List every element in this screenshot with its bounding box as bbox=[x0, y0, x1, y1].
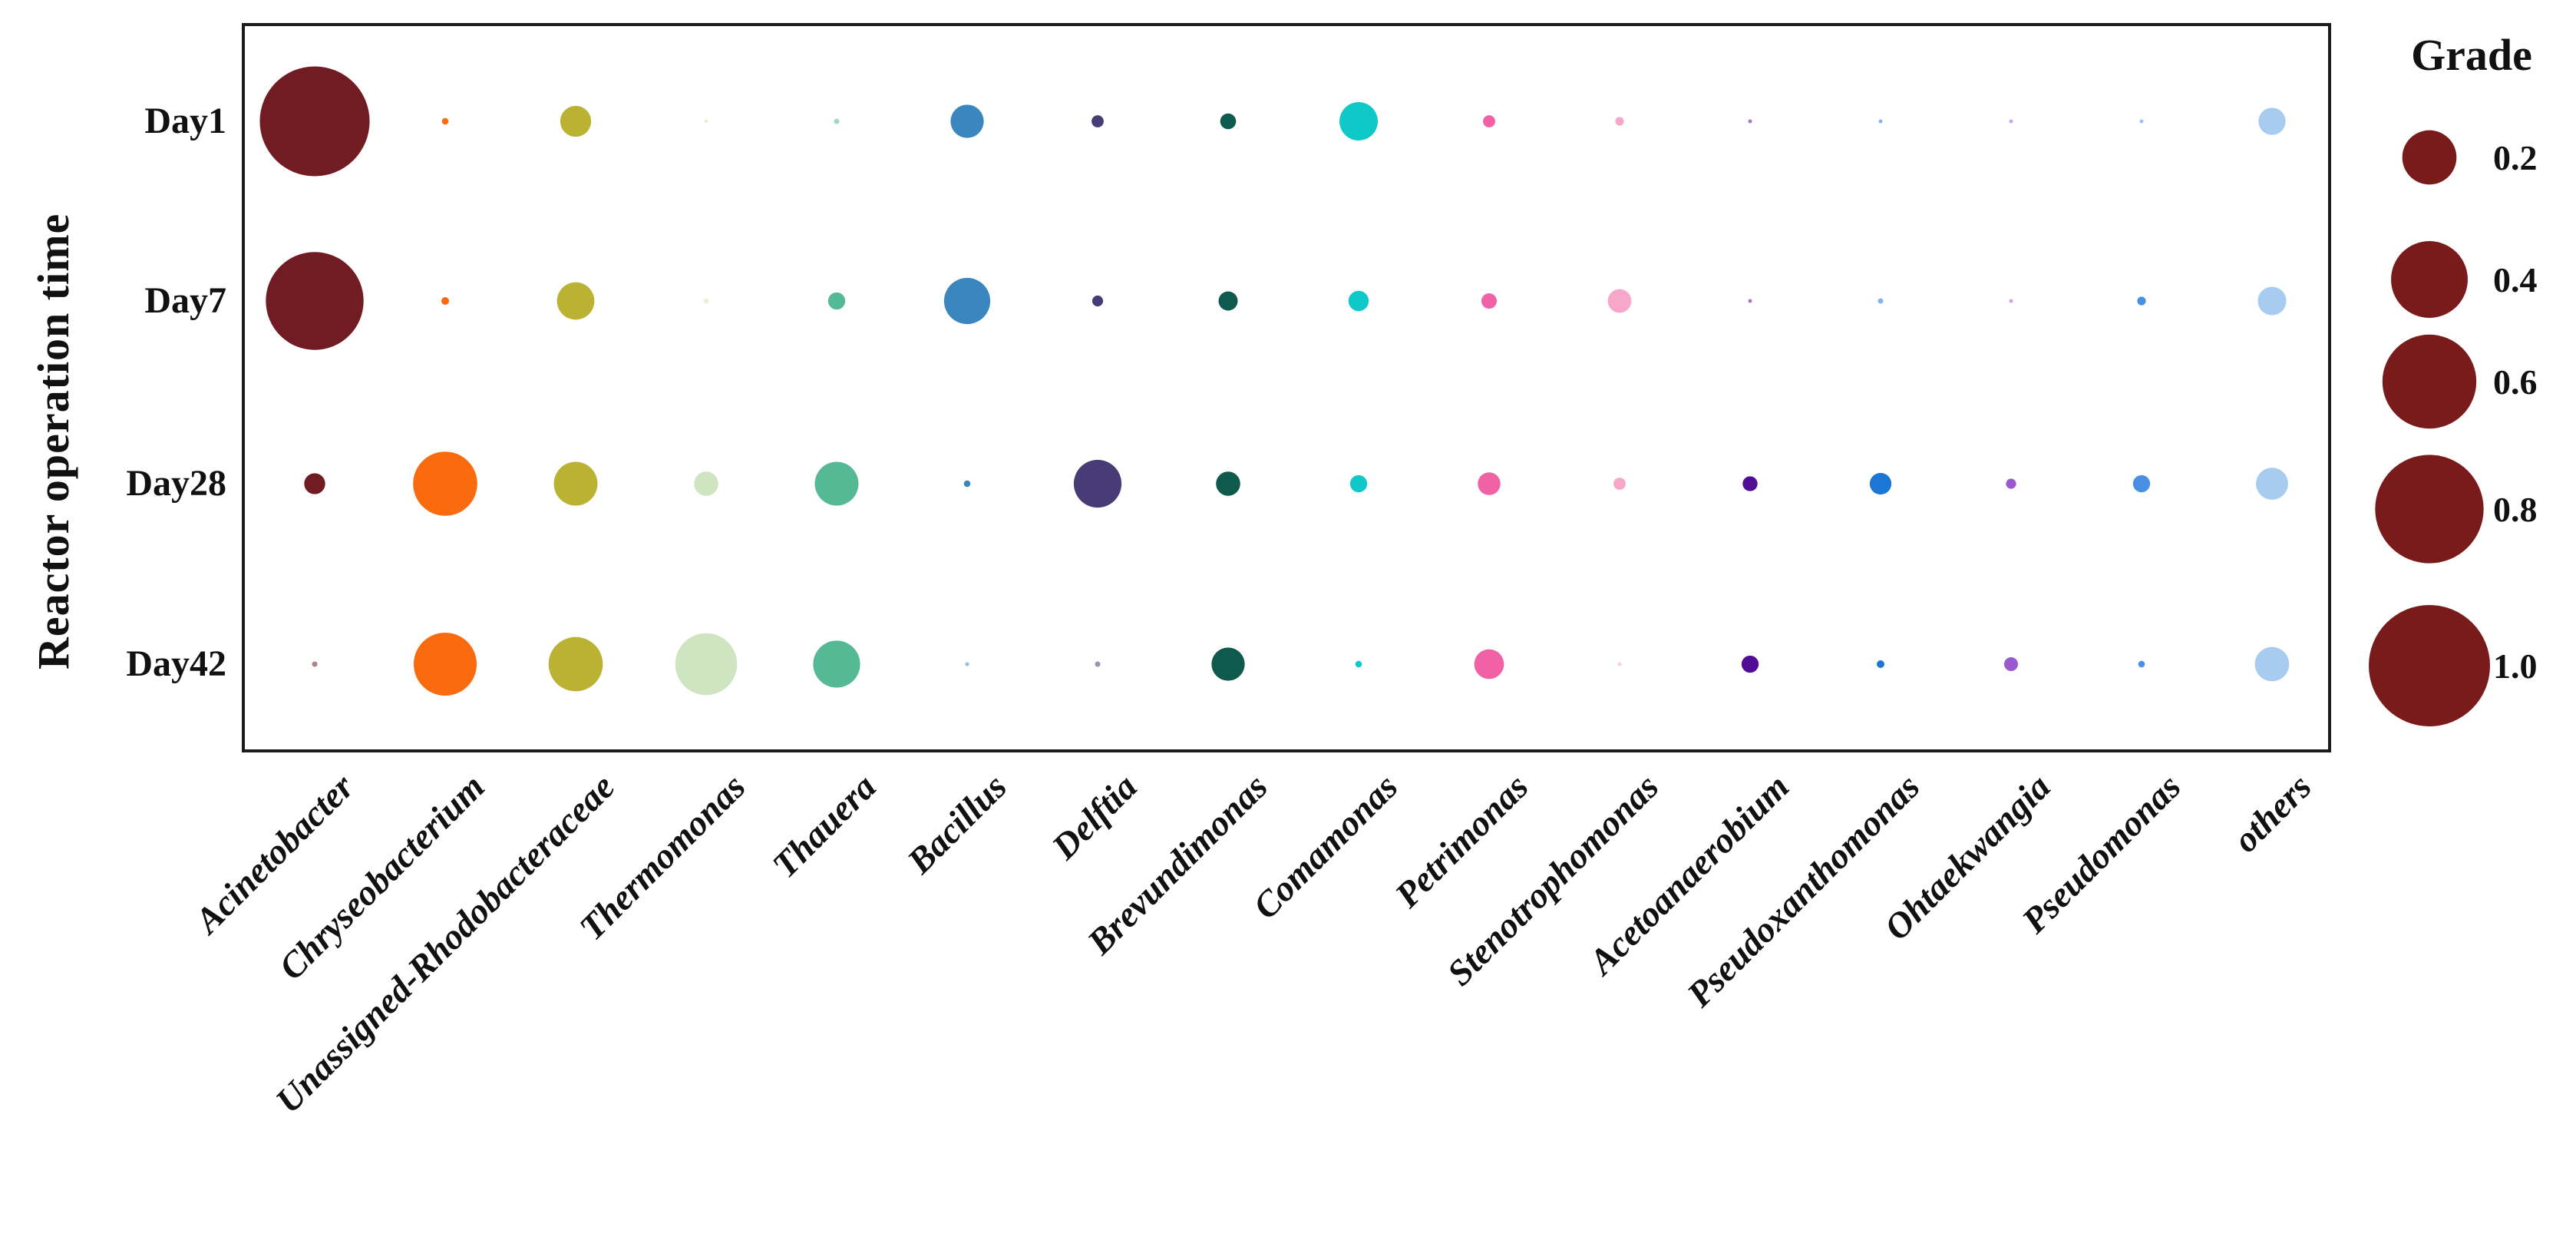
bubble-others-day28 bbox=[2256, 468, 2288, 500]
plot-area bbox=[242, 23, 2331, 752]
bubble-acetoanaerobium-day42 bbox=[1741, 655, 1759, 673]
bubble-acinetobacter-day28 bbox=[304, 473, 325, 494]
bubble-unassigned-rhodobacteraceae-day1 bbox=[560, 105, 592, 137]
bubble-comamonas-day42 bbox=[1355, 660, 1362, 668]
bubble-comamonas-day7 bbox=[1348, 290, 1369, 312]
bubble-thauera-day1 bbox=[834, 118, 840, 124]
bubble-ohtaekwangia-day7 bbox=[2009, 299, 2013, 303]
bubble-petrimonas-day1 bbox=[1483, 115, 1495, 127]
bubble-pseudoxanthomonas-day42 bbox=[1877, 660, 1884, 668]
legend-size-label-0.4: 0.4 bbox=[2493, 260, 2538, 299]
bubble-thauera-day28 bbox=[814, 461, 859, 506]
bubble-pseudomonas-day7 bbox=[2137, 296, 2146, 306]
bubble-bacillus-day7 bbox=[943, 277, 991, 325]
bubble-pseudomonas-day1 bbox=[2139, 119, 2144, 124]
bubble-unassigned-rhodobacteraceae-day28 bbox=[553, 461, 598, 506]
bubble-ohtaekwangia-day1 bbox=[2009, 119, 2013, 124]
legend-size-label-0.8: 0.8 bbox=[2493, 490, 2538, 529]
bubble-stenotrophomonas-day28 bbox=[1613, 478, 1626, 490]
bubble-comamonas-day28 bbox=[1349, 475, 1368, 493]
bubble-pseudoxanthomonas-day28 bbox=[1869, 472, 1892, 495]
bubble-pseudomonas-day28 bbox=[2132, 475, 2151, 493]
legend-size-circle-0.8 bbox=[2375, 455, 2484, 564]
bubble-chryseobacterium-day1 bbox=[441, 117, 449, 125]
bubble-delftia-day7 bbox=[1091, 295, 1104, 307]
bubble-delftia-day28 bbox=[1073, 459, 1122, 508]
bubble-acetoanaerobium-day7 bbox=[1748, 299, 1752, 303]
bubble-brevundimonas-day7 bbox=[1218, 291, 1238, 311]
bubble-others-day1 bbox=[2258, 107, 2286, 135]
bubble-thermomonas-day28 bbox=[694, 471, 718, 496]
bubble-thermomonas-day42 bbox=[675, 633, 738, 696]
y-tick-label-day42: Day42 bbox=[126, 643, 226, 684]
bubble-pseudoxanthomonas-day7 bbox=[1878, 298, 1884, 304]
legend-size-label-1.0: 1.0 bbox=[2493, 646, 2538, 686]
bubble-acetoanaerobium-day1 bbox=[1748, 119, 1752, 124]
bubble-bacillus-day42 bbox=[965, 662, 969, 666]
y-tick-label-day7: Day7 bbox=[144, 280, 226, 321]
bubble-others-day7 bbox=[2257, 286, 2287, 316]
bubble-acinetobacter-day42 bbox=[312, 661, 318, 667]
bubble-acinetobacter-day1 bbox=[259, 66, 370, 177]
bubble-chryseobacterium-day28 bbox=[413, 451, 477, 516]
legend-size-label-0.2: 0.2 bbox=[2493, 138, 2538, 177]
bubble-acetoanaerobium-day28 bbox=[1742, 476, 1758, 491]
bubble-unassigned-rhodobacteraceae-day42 bbox=[548, 637, 603, 692]
bubble-ohtaekwangia-day42 bbox=[2003, 656, 2019, 672]
bubble-chryseobacterium-day7 bbox=[441, 297, 449, 305]
bubble-acinetobacter-day7 bbox=[266, 252, 364, 350]
legend-size-circle-0.6 bbox=[2382, 334, 2477, 429]
bubble-stenotrophomonas-day1 bbox=[1615, 117, 1624, 126]
bubble-pseudoxanthomonas-day1 bbox=[1878, 119, 1883, 124]
legend-size-circle-1.0 bbox=[2369, 605, 2490, 726]
bubble-delftia-day42 bbox=[1095, 661, 1101, 667]
bubble-thermomonas-day7 bbox=[703, 298, 709, 304]
bubble-petrimonas-day7 bbox=[1481, 293, 1497, 309]
bubble-pseudomonas-day42 bbox=[2138, 660, 2145, 668]
bubble-brevundimonas-day1 bbox=[1220, 113, 1237, 130]
legend-title: Grade bbox=[2411, 30, 2532, 80]
bubble-unassigned-rhodobacteraceae-day7 bbox=[556, 282, 595, 320]
bubble-petrimonas-day42 bbox=[1474, 649, 1504, 680]
bubble-brevundimonas-day42 bbox=[1211, 647, 1245, 681]
bubble-bacillus-day28 bbox=[963, 480, 971, 488]
bubble-thermomonas-day1 bbox=[704, 119, 708, 124]
bubble-bacillus-day1 bbox=[950, 104, 984, 138]
bubble-ohtaekwangia-day28 bbox=[2006, 478, 2016, 489]
bubble-thauera-day42 bbox=[813, 640, 860, 688]
legend-size-label-0.6: 0.6 bbox=[2493, 362, 2538, 402]
bubble-brevundimonas-day28 bbox=[1216, 471, 1240, 496]
legend-size-circle-0.4 bbox=[2391, 241, 2468, 318]
bubble-thauera-day7 bbox=[827, 292, 846, 310]
legend-size-circle-0.2 bbox=[2402, 130, 2457, 185]
bubble-others-day42 bbox=[2254, 646, 2290, 682]
bubble-comamonas-day1 bbox=[1339, 102, 1378, 141]
bubble-stenotrophomonas-day7 bbox=[1607, 289, 1632, 313]
bubble-delftia-day1 bbox=[1091, 115, 1104, 127]
y-tick-label-day1: Day1 bbox=[144, 101, 226, 141]
bubble-chryseobacterium-day42 bbox=[413, 632, 477, 696]
bubble-stenotrophomonas-day42 bbox=[1617, 662, 1622, 666]
y-tick-label-day28: Day28 bbox=[126, 463, 226, 504]
bubble-petrimonas-day28 bbox=[1478, 472, 1501, 495]
